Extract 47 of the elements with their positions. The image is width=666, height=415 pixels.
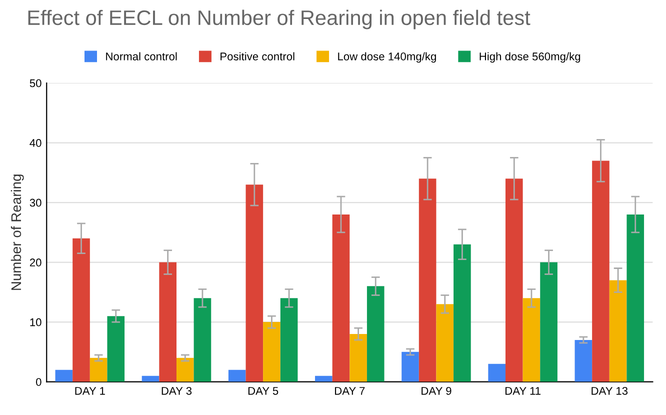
bar (402, 352, 419, 382)
y-tick-label: 10 (30, 318, 42, 326)
bar (263, 322, 280, 382)
bar (176, 358, 194, 382)
x-tick-label: DAY 5 (248, 387, 278, 395)
x-tick-label: DAY 7 (335, 387, 365, 395)
x-tick-label: DAY 9 (422, 386, 452, 395)
bar (142, 376, 160, 382)
legend-label: High dose 560mg/kg (480, 52, 580, 63)
legend-label: Positive control (220, 52, 294, 60)
bar (574, 340, 592, 382)
x-tick-label: DAY 1 (75, 387, 105, 395)
chart-title: Effect of EECL on Number of Rearing in open field test (28, 10, 530, 30)
bar (280, 298, 298, 382)
y-axis-title: Number of Rearing (10, 174, 24, 290)
bar (228, 370, 246, 382)
y-tick-label: 50 (30, 79, 42, 88)
y-tick-label: 20 (30, 258, 42, 266)
bar (350, 334, 367, 382)
bar (522, 298, 540, 382)
bar (488, 364, 506, 382)
bar (609, 280, 627, 382)
bar (246, 184, 264, 382)
bar (332, 214, 350, 382)
bar (454, 244, 471, 382)
legend-label: Normal control (106, 52, 177, 60)
x-tick-label: DAY 3 (162, 386, 192, 395)
y-tick-label: 40 (30, 139, 42, 147)
bar (592, 160, 610, 382)
bar (315, 376, 332, 382)
bar (90, 358, 108, 382)
bar (366, 286, 384, 382)
bar (626, 214, 644, 382)
x-tick-label: DAY 11 (505, 387, 540, 395)
bar (107, 316, 125, 382)
bar (505, 178, 523, 382)
bar (159, 262, 176, 382)
bar (55, 370, 73, 382)
bar (540, 262, 558, 382)
y-tick-label: 30 (30, 198, 42, 207)
bar (72, 238, 90, 382)
bar (194, 298, 212, 382)
legend-label: Low dose 140mg/kg (338, 52, 436, 63)
y-tick-label: 0 (36, 378, 42, 386)
x-tick-label: DAY 13 (592, 386, 628, 395)
bar (436, 304, 454, 382)
bar (418, 178, 436, 382)
